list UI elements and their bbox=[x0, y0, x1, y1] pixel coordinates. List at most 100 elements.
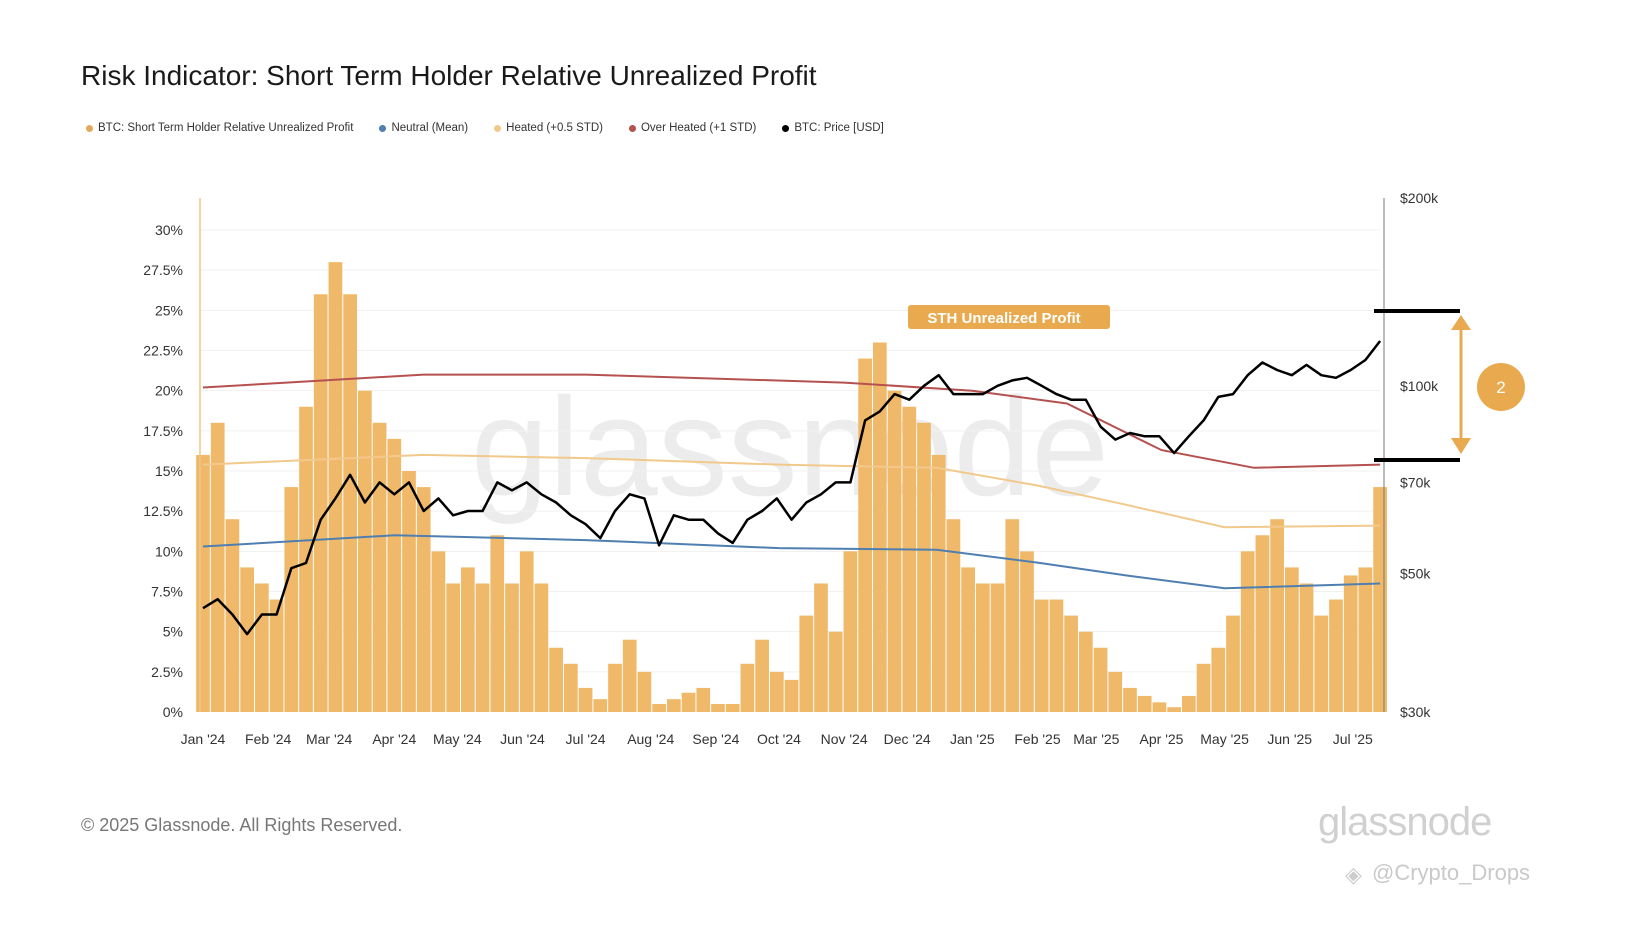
legend-item-neutral[interactable]: Neutral (Mean) bbox=[379, 122, 468, 134]
y-left-tick-label: 10% bbox=[155, 543, 183, 559]
profit-bar bbox=[711, 703, 725, 712]
y-left-tick-label: 0% bbox=[163, 704, 183, 720]
profit-bar bbox=[1284, 567, 1299, 712]
profit-bar bbox=[755, 639, 769, 712]
x-tick-label: Feb '25 bbox=[1014, 731, 1060, 747]
legend-item-heated[interactable]: Heated (+0.5 STD) bbox=[494, 122, 603, 134]
profit-bar bbox=[313, 294, 328, 712]
profit-bar bbox=[387, 438, 402, 712]
profit-bar bbox=[799, 615, 814, 712]
profit-bar bbox=[990, 583, 1005, 712]
legend: BTC: Short Term Holder Relative Unrealiz… bbox=[86, 122, 884, 134]
profit-bar bbox=[1226, 615, 1240, 712]
legend-label: Over Heated (+1 STD) bbox=[640, 122, 757, 134]
y-left-tick-label: 25% bbox=[155, 302, 183, 318]
profit-bar bbox=[240, 567, 254, 712]
y-right-tick-label: $30k bbox=[1400, 704, 1431, 720]
legend-swatch bbox=[86, 124, 93, 132]
y-left-tick-label: 5% bbox=[163, 624, 183, 640]
annotation-badge-number: 2 bbox=[1496, 378, 1505, 397]
profit-bar bbox=[784, 679, 799, 712]
profit-bar bbox=[1005, 519, 1020, 712]
profit-bar bbox=[505, 583, 519, 712]
binance-icon: ◈ bbox=[1345, 862, 1362, 887]
profit-bar bbox=[1167, 707, 1181, 712]
profit-bar bbox=[1373, 487, 1387, 712]
profit-bar bbox=[1343, 575, 1358, 712]
y-right-tick-label: $200k bbox=[1400, 190, 1439, 206]
profit-bar bbox=[1299, 583, 1314, 712]
arrow-down-icon bbox=[1451, 438, 1471, 454]
btc-price-line bbox=[202, 340, 1382, 636]
profit-bar bbox=[725, 703, 740, 712]
copyright-footer: © 2025 Glassnode. All Rights Reserved. bbox=[81, 815, 403, 835]
profit-bar bbox=[740, 663, 755, 712]
y-left-tick-label: 17.5% bbox=[143, 423, 183, 439]
x-tick-label: Jan '24 bbox=[181, 731, 226, 747]
profit-bar bbox=[254, 583, 269, 712]
y-left-tick-label: 12.5% bbox=[143, 503, 183, 519]
profit-bar bbox=[1093, 647, 1108, 712]
profit-bar bbox=[961, 567, 975, 712]
band-line-neutral-mean- bbox=[202, 534, 1381, 590]
annotation-label-box bbox=[908, 305, 1110, 329]
x-tick-label: Dec '24 bbox=[884, 731, 931, 747]
profit-bar bbox=[196, 454, 210, 712]
profit-bar bbox=[858, 358, 872, 712]
y-right-tick-label: $100k bbox=[1400, 378, 1439, 394]
profit-bar bbox=[1255, 535, 1270, 712]
profit-bar bbox=[931, 454, 946, 712]
legend-label: Neutral (Mean) bbox=[391, 122, 469, 134]
profit-bar bbox=[343, 294, 357, 712]
profit-bar bbox=[1270, 519, 1284, 712]
legend-label: BTC: Short Term Holder Relative Unrealiz… bbox=[98, 122, 354, 134]
profit-bar bbox=[652, 703, 666, 712]
x-tick-label: Apr '24 bbox=[372, 731, 416, 747]
legend-label: BTC: Price [USD] bbox=[794, 122, 884, 134]
band-line-heated-0-5-std- bbox=[202, 453, 1381, 529]
profit-bar bbox=[534, 583, 549, 712]
x-tick-label: Mar '25 bbox=[1073, 731, 1119, 747]
profit-bar bbox=[946, 519, 961, 712]
profit-bar bbox=[681, 692, 696, 712]
y-left-tick-label: 7.5% bbox=[151, 584, 183, 600]
profit-bar bbox=[1049, 599, 1064, 712]
legend-item-btc-price[interactable]: BTC: Price [USD] bbox=[782, 122, 884, 134]
legend-item-over-heated[interactable]: Over Heated (+1 STD) bbox=[628, 122, 757, 134]
profit-bar bbox=[269, 599, 284, 712]
profit-bar bbox=[769, 671, 784, 712]
profit-bar bbox=[696, 687, 711, 712]
profit-bar bbox=[622, 639, 637, 712]
y-left-tick-label: 15% bbox=[155, 463, 183, 479]
profit-bar bbox=[446, 583, 460, 712]
profit-bar bbox=[1358, 567, 1373, 712]
source-watermark: @Crypto_Drops bbox=[1372, 860, 1531, 885]
profit-bar bbox=[828, 631, 843, 712]
arrow-up-icon bbox=[1451, 315, 1471, 330]
profit-bar bbox=[372, 422, 387, 712]
profit-bar bbox=[1196, 663, 1211, 712]
y-left-tick-label: 27.5% bbox=[143, 262, 183, 278]
profit-bar bbox=[578, 687, 593, 712]
profit-bar bbox=[1329, 599, 1343, 712]
profit-bar bbox=[210, 422, 225, 712]
legend-item-sth-profit[interactable]: BTC: Short Term Holder Relative Unrealiz… bbox=[86, 122, 353, 134]
profit-bar bbox=[1064, 615, 1078, 712]
x-tick-label: Jul '24 bbox=[566, 731, 606, 747]
profit-bar bbox=[328, 262, 343, 712]
profit-bar bbox=[666, 699, 681, 712]
legend-label: Heated (+0.5 STD) bbox=[506, 122, 603, 134]
profit-bar bbox=[872, 342, 887, 712]
x-tick-label: Oct '24 bbox=[757, 731, 801, 747]
x-tick-label: Jun '24 bbox=[500, 731, 545, 747]
annotation-label: STH Unrealized Profit bbox=[927, 310, 1080, 327]
x-tick-label: Jan '25 bbox=[950, 731, 995, 747]
y-right-tick-label: $70k bbox=[1400, 474, 1431, 490]
profit-bar bbox=[357, 390, 372, 712]
legend-swatch bbox=[628, 124, 636, 132]
y-right-tick-label: $50k bbox=[1400, 566, 1431, 582]
profit-bar bbox=[416, 487, 431, 712]
x-tick-label: Aug '24 bbox=[627, 731, 674, 747]
profit-bar bbox=[975, 583, 990, 712]
